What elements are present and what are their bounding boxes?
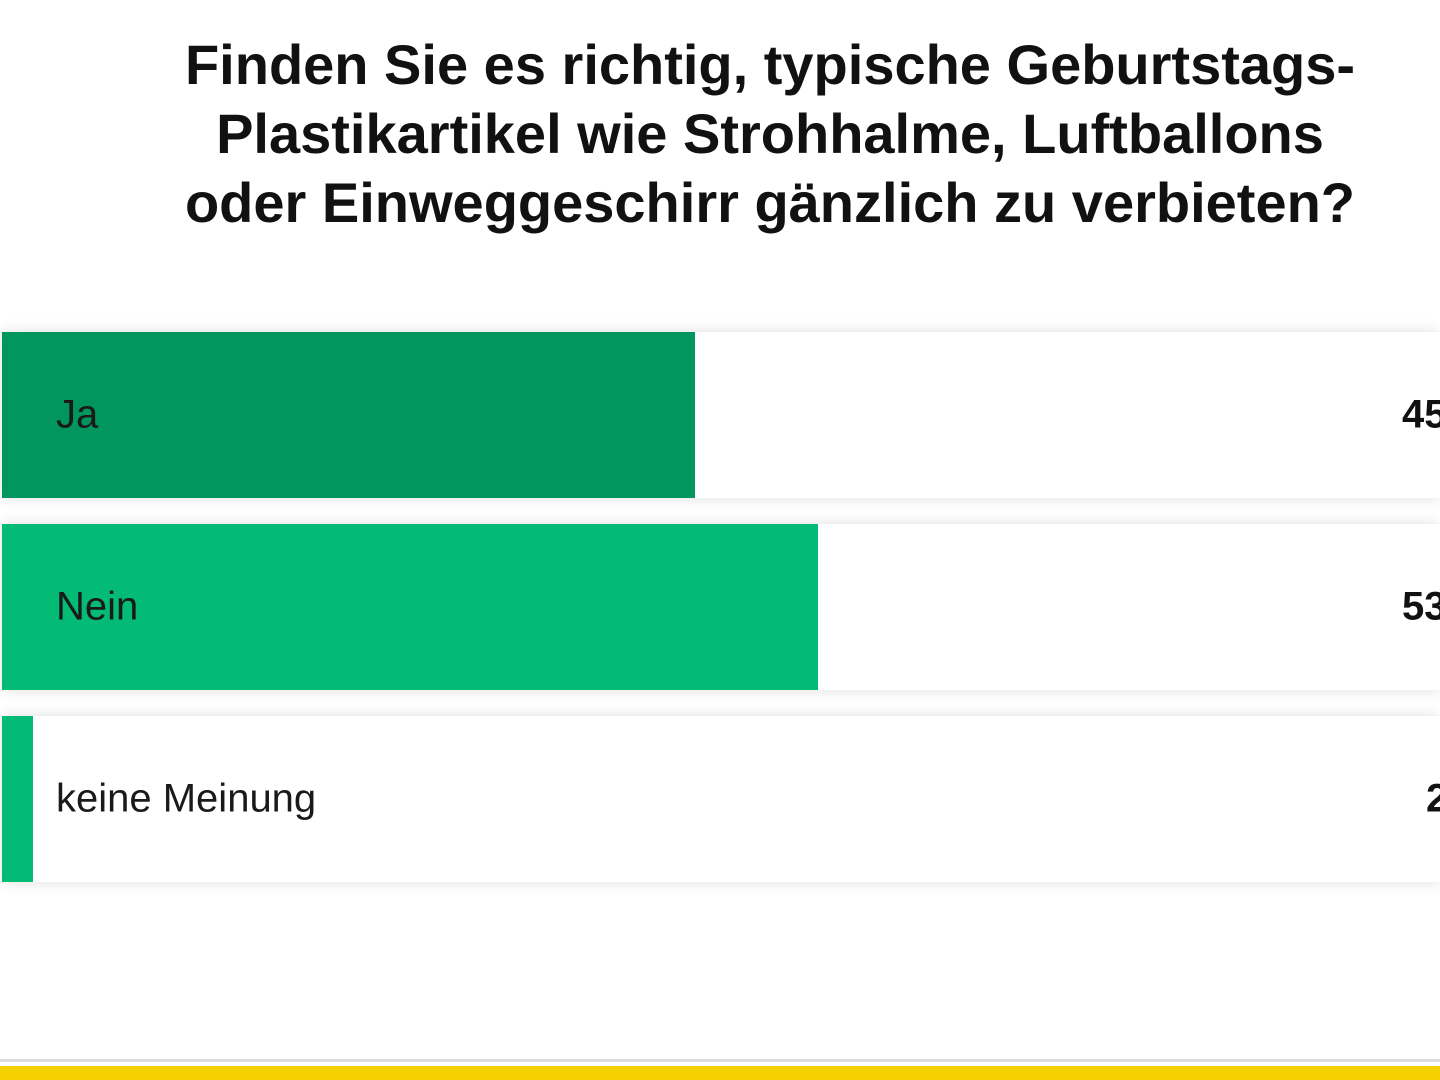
poll-option-bar	[2, 716, 33, 882]
poll-option-percent: 2	[1426, 776, 1440, 821]
poll-option-label: Nein	[56, 584, 139, 629]
poll-option-ja[interactable]: Ja 45	[2, 332, 1440, 498]
poll-option-label: Ja	[56, 392, 99, 437]
poll-option-bar	[2, 524, 818, 690]
bottom-accent-bar	[0, 1066, 1440, 1080]
poll-option-bar	[2, 332, 695, 498]
bottom-divider	[0, 1059, 1440, 1062]
poll-option-percent: 53	[1402, 584, 1440, 629]
poll-option-label: keine Meinung	[56, 776, 317, 821]
poll-option-nein[interactable]: Nein 53	[2, 524, 1440, 690]
poll-option-keine-meinung[interactable]: keine Meinung 2	[2, 716, 1440, 882]
poll-option-percent: 45	[1402, 392, 1440, 437]
poll-question: Finden Sie es richtig, typische Geburtst…	[184, 33, 1356, 234]
poll-options: Ja 45 Nein 53 keine Meinung 2	[2, 332, 1440, 884]
